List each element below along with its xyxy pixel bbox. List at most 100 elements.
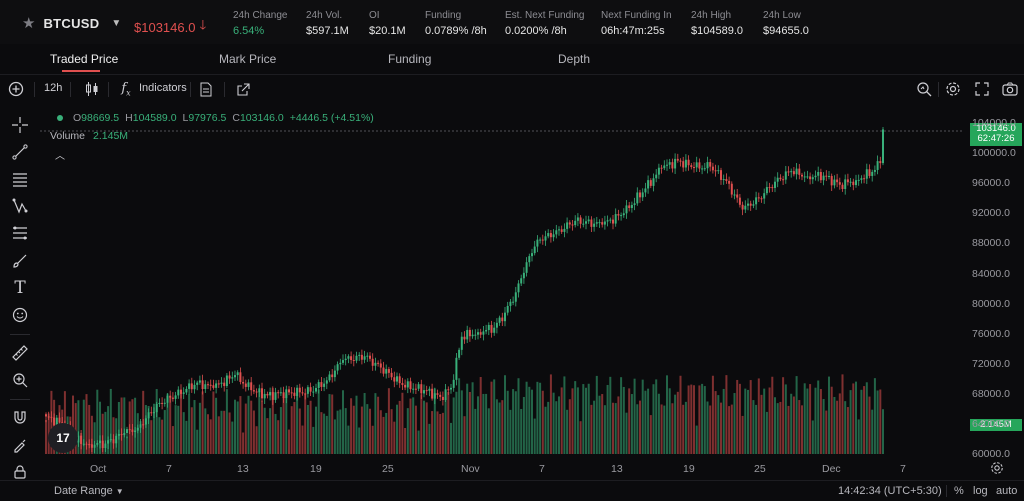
stat-7: 24h Low $94655.0 [763,10,809,37]
volume-bars [45,374,884,454]
candle-body [811,177,814,180]
candle-body [288,389,290,393]
camera-icon[interactable] [1000,79,1020,99]
y-axis-tick: 88000.0 [972,237,1010,250]
candle-body [728,180,731,184]
volume-bar [525,381,528,454]
crosshair-icon[interactable] [10,115,30,135]
volume-bar [749,380,752,454]
candle-body [722,179,725,181]
price-chart[interactable] [40,104,964,456]
volume-bar [336,410,339,454]
volume-bar [325,415,328,454]
auto-scale-toggle[interactable]: auto [996,485,1018,497]
candle-body [77,435,80,443]
fullscreen-icon[interactable] [972,79,992,99]
volume-bar [412,397,415,454]
candle-body [485,330,488,332]
indicators-button[interactable]: Indicators [139,82,187,94]
volume-bar [663,405,666,454]
volume-bar [595,375,598,454]
horizontal-lines-icon[interactable] [10,169,30,189]
templates-icon[interactable] [196,79,216,99]
star-icon[interactable]: ★ [22,15,36,32]
volume-bar [571,388,574,454]
volume-bar [533,418,536,454]
volume-bar [463,416,466,454]
volume-bar [468,391,471,454]
candle-body [396,376,398,382]
candle-body [277,392,280,394]
trend-line-icon[interactable] [10,142,30,162]
volume-bar [863,386,866,454]
add-symbol-icon[interactable] [6,79,26,99]
stat-6: 24h High $104589.0 [691,10,743,37]
volume-bar [828,376,830,454]
close-key: C [232,112,240,124]
percent-scale-toggle[interactable]: % [954,485,964,497]
volume-bar [633,378,636,454]
magnet-icon[interactable] [10,408,30,428]
candle-body [819,172,822,181]
candle-body [747,203,749,206]
fib-retracement-icon[interactable] [10,223,30,243]
candle-body [120,434,123,436]
volume-bar [674,394,677,454]
pattern-icon[interactable] [10,196,30,216]
candle-body [374,362,377,366]
candle-body [474,334,477,336]
symbol-selector[interactable]: ★ BTCUSD ▼ [22,14,121,32]
volume-bar [466,383,469,454]
x-axis-tick: 19 [683,463,695,475]
volume-bar [436,411,439,454]
volume-bar [85,394,88,454]
interval-button[interactable]: 12h [44,82,63,94]
candle-body [269,392,272,396]
tab-depth[interactable]: Depth [558,52,591,66]
date-range-button[interactable]: Date Range ▼ [54,485,124,497]
lock-drawings-icon[interactable] [10,435,30,455]
stat-label: 24h Low [763,10,801,21]
zoom-search-icon[interactable] [914,79,934,99]
zoom-in-icon[interactable] [10,370,30,390]
axis-settings-icon[interactable] [990,461,1004,478]
candle-body [774,181,776,188]
candle-body [609,219,612,221]
volume-bar [96,389,99,454]
clock-timezone[interactable]: 14:42:34 (UTC+5:30) [838,485,942,497]
candle-body [45,414,47,417]
external-link-icon[interactable] [233,79,253,99]
emoji-icon[interactable] [10,305,30,325]
candle-body [463,336,466,340]
volume-bar [830,386,833,454]
settings-gear-icon[interactable] [943,79,963,99]
volume-bar [74,403,77,454]
collapse-legend-icon[interactable]: ︿ [55,151,65,162]
volume-bar [747,389,749,454]
fx-icon[interactable]: fx [121,80,131,98]
candle-body [458,349,461,358]
text-tool-icon[interactable]: T [14,278,26,298]
candle-body [828,175,830,177]
tab-funding[interactable]: Funding [388,52,432,66]
candle-body [258,388,261,393]
last-price-tag: 103146.0 62:47:26 [970,123,1022,146]
log-scale-toggle[interactable]: log [973,485,988,497]
tab-mark-price[interactable]: Mark Price [219,52,277,66]
candle-body [533,246,536,254]
volume-bar [279,407,282,454]
volume-bar [406,408,409,454]
candle-body [630,204,633,209]
volume-bar [301,425,304,454]
candles-icon[interactable] [82,79,102,99]
brush-icon[interactable] [10,251,30,271]
candle-body [549,233,552,238]
lock-icon[interactable] [10,462,30,482]
tab-traded-price[interactable]: Traded Price [50,52,119,66]
volume-bar [865,382,868,454]
ruler-icon[interactable] [10,343,30,363]
tradingview-logo[interactable]: 17 [48,423,78,453]
volume-bar [258,391,261,454]
y-axis-tick: 64000.0 [972,418,1010,430]
volume-bar [763,388,766,454]
